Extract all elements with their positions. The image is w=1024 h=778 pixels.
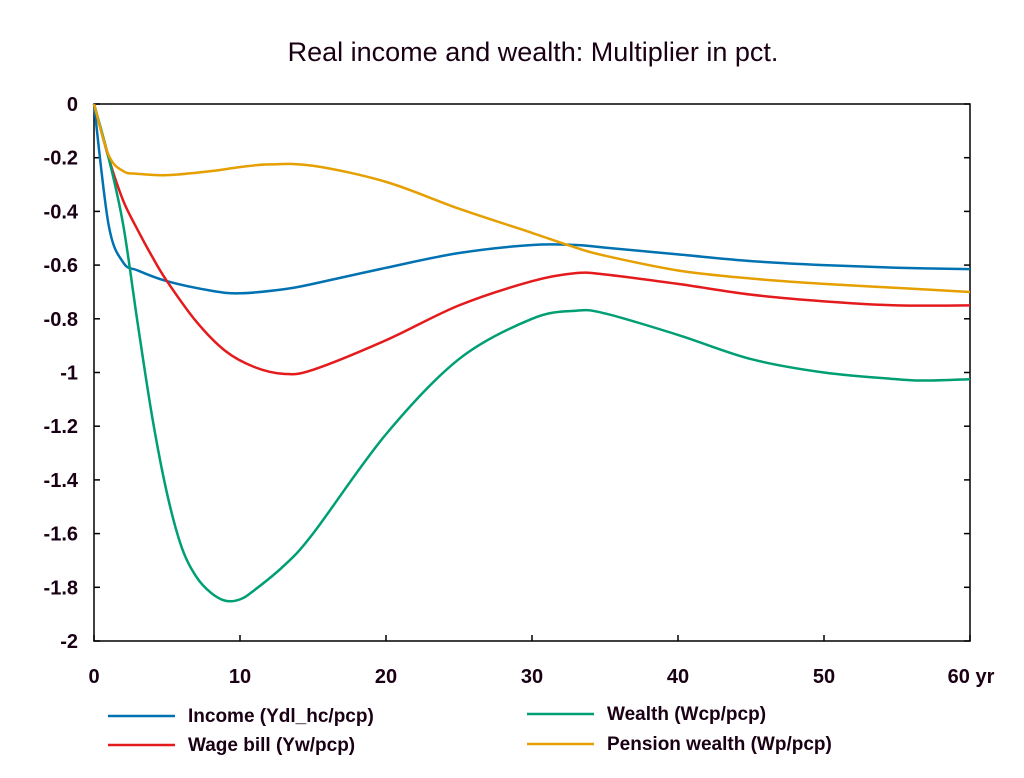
x-tick-label: 0 [88, 666, 99, 688]
legend-label: Income (Ydl_hc/pcp) [188, 706, 374, 727]
series-group [92, 103, 971, 603]
y-tick-label: -1.8 [44, 577, 78, 599]
legend-label: Pension wealth (Wp/pcp) [607, 734, 832, 755]
x-tick-label: 10 [229, 666, 251, 688]
y-tick-label: -0.8 [44, 309, 78, 331]
series-line-wealth [92, 103, 971, 603]
x-tick-label: 50 [813, 666, 835, 688]
legend-label: Wealth (Wcp/pcp) [607, 704, 766, 725]
series-line-pension [92, 103, 971, 294]
y-tick-label: -1 [60, 363, 78, 385]
axes: 0 -0.2 -0.4 -0.6 -0.8 -1 -1.2 -1.4 -1.6 -1.8 -2 0 10… [44, 94, 995, 688]
series-line-wage [92, 103, 971, 376]
y-tick-label: -1.2 [44, 416, 78, 438]
y-tick-label: -1.6 [44, 524, 78, 546]
y-tick-label: -0.2 [44, 148, 78, 170]
legend-label: Wage bill (Yw/pcp) [188, 735, 355, 756]
plot-frame [93, 103, 971, 642]
y-tick-label: -0.6 [44, 255, 78, 277]
series-line-income [92, 103, 971, 295]
y-tick-label: -2 [60, 631, 78, 653]
y-tick-label: 0 [67, 94, 78, 116]
x-tick-label: 40 [667, 666, 689, 688]
chart-title: Real income and wealth: Multiplier in pc… [288, 37, 779, 67]
y-tick-label: -0.4 [44, 201, 79, 223]
x-tick-label: 20 [375, 666, 397, 688]
x-tick-label: 60 yr [948, 666, 995, 688]
x-tick-label: 30 [521, 666, 543, 688]
y-tick-label: -1.4 [44, 470, 79, 492]
legend: Income (Ydl_hc/pcp) Wage bill (Yw/pcp) Wea… [108, 704, 832, 756]
